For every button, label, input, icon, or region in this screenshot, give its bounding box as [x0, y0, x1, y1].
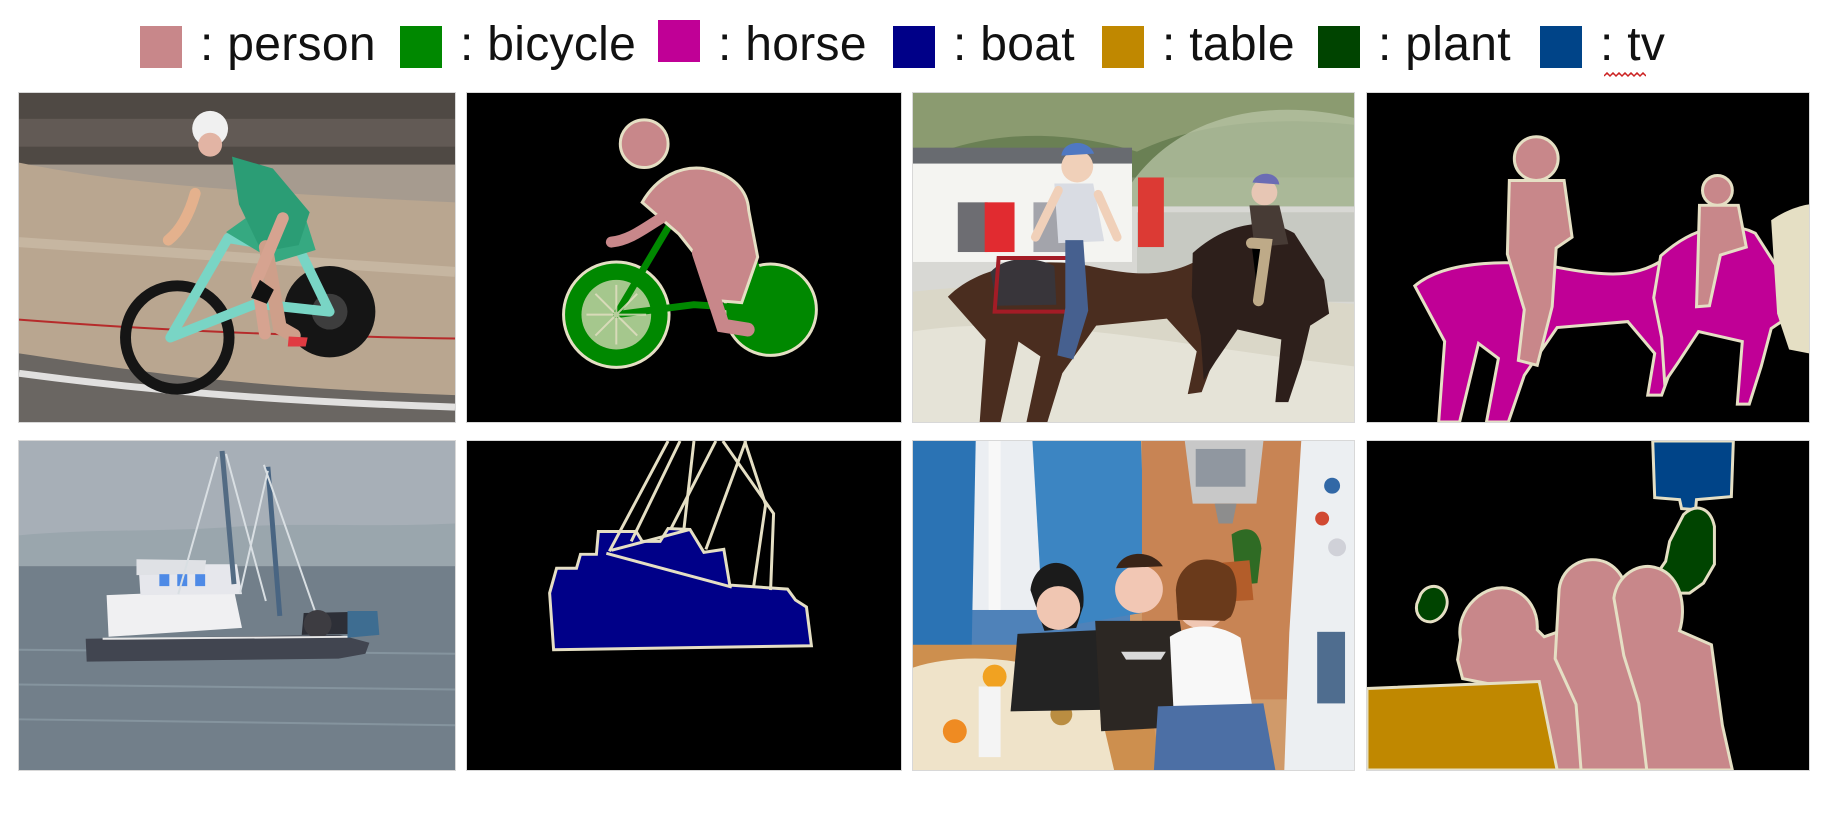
legend-label-bicycle: : bicycle	[460, 18, 637, 71]
horse-riders-segmentation-mask	[1366, 92, 1810, 423]
boat-swatch	[893, 26, 935, 68]
bicycle-swatch	[400, 26, 442, 68]
indoor-group-photo	[913, 441, 1354, 770]
horse-swatch	[658, 20, 700, 62]
legend-label-plant: : plant	[1378, 18, 1511, 71]
horse-riders-photo-panel	[912, 92, 1355, 423]
legend-label-person: : person	[200, 18, 376, 71]
cyclist-mask	[467, 93, 901, 422]
boat-segmentation-mask	[466, 440, 902, 771]
plant-swatch	[1318, 26, 1360, 68]
legend-label-horse: : horse	[718, 18, 867, 71]
indoor-group-photo-panel	[912, 440, 1355, 771]
legend-label-tv: : tv	[1600, 18, 1666, 71]
boat-mask	[467, 441, 901, 770]
legend-label-table: : table	[1162, 18, 1295, 71]
boat-photo-panel	[18, 440, 456, 771]
horse-riders-photo	[913, 93, 1354, 422]
spelling-underline-icon	[1604, 72, 1646, 78]
legend-label-boat: : boat	[953, 18, 1075, 71]
cyclist-photo-panel	[18, 92, 456, 423]
tv-swatch	[1540, 26, 1582, 68]
person-swatch	[140, 26, 182, 68]
legend: : person : bicycle : horse : boat : tabl…	[0, 16, 1826, 71]
boat-photo	[19, 441, 455, 770]
cyclist-photo	[19, 93, 455, 422]
horse-riders-mask	[1367, 93, 1809, 422]
indoor-group-segmentation-mask	[1366, 440, 1810, 771]
indoor-group-mask	[1367, 441, 1809, 770]
table-swatch	[1102, 26, 1144, 68]
cyclist-segmentation-mask	[466, 92, 902, 423]
